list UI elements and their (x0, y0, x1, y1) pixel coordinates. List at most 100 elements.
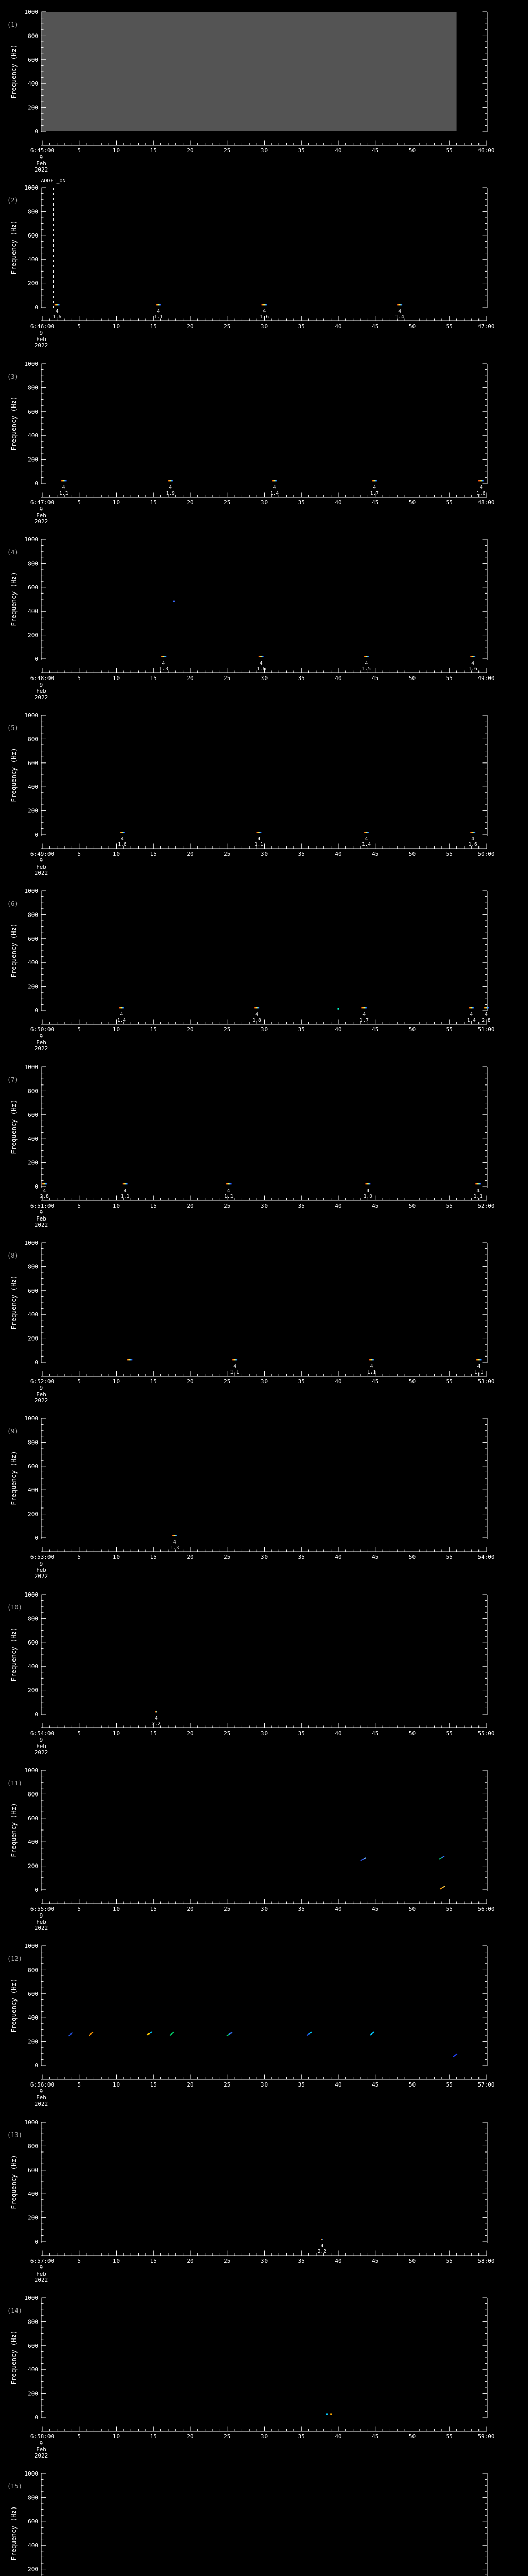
x-tick-label: 55 (446, 675, 453, 682)
x-tick-label: 55 (446, 2081, 453, 2088)
x-tick-label: 5 (77, 2258, 81, 2264)
detection-id-label: 4 (480, 485, 483, 490)
detection-mark (475, 1183, 481, 1185)
panel-number: (2) (7, 197, 19, 204)
chirp-mark (306, 2033, 310, 2036)
detection-id-label: 4 (233, 1364, 236, 1369)
y-tick-label: 200 (28, 1687, 38, 1693)
panel-svg: 0 200 400 600 800 1000 Frequency (Hz) (11) 5 10 15… (7, 1767, 495, 1931)
start-time-label: 6:50:00 (30, 1026, 54, 1033)
x-tick-label: 10 (113, 1730, 120, 1737)
start-time-label: 6:53:00 (30, 1554, 54, 1561)
spectrogram-panel-12: 0 200 400 600 800 1000 Frequency (Hz) (12) 5 10 15… (0, 1934, 528, 2110)
x-tick-label: 5 (77, 675, 81, 682)
date-label: Feb (36, 1743, 46, 1750)
x-tick-label: 10 (113, 1378, 120, 1385)
start-time-label: 6:47:00 (30, 499, 54, 506)
y-axis-title: Frequency (Hz) (10, 2330, 18, 2384)
y-axis-title: Frequency (Hz) (10, 1451, 18, 1505)
y-tick-label: 800 (28, 736, 38, 743)
x-tick-label: 35 (298, 1730, 305, 1737)
y-tick-label: 600 (28, 1815, 38, 1822)
panel-number: (11) (7, 1780, 22, 1787)
y-tick-label: 1000 (25, 1064, 38, 1071)
detection-id-label: 4 (398, 309, 401, 314)
detection-mark (127, 1359, 133, 1361)
end-time-label: 50:00 (477, 851, 494, 857)
x-tick-label: 40 (335, 1730, 341, 1737)
end-time-label: 48:00 (477, 499, 494, 506)
start-time-label: 6:49:00 (30, 851, 54, 857)
x-tick-label: 25 (224, 1026, 230, 1033)
detection-snr-label: 1.6 (260, 314, 269, 320)
x-tick-label: 55 (446, 1378, 453, 1385)
y-tick-label: 600 (28, 1463, 38, 1470)
detection-snr-label: 1.6 (257, 666, 266, 672)
start-time-label: 6:56:00 (30, 2081, 54, 2088)
y-tick-label: 0 (35, 1359, 38, 1366)
y-tick-label: 1000 (25, 1240, 38, 1246)
x-tick-label: 55 (446, 147, 453, 154)
y-tick-label: 800 (28, 384, 38, 391)
x-tick-label: 45 (372, 1378, 378, 1385)
x-tick-label: 10 (113, 1202, 120, 1209)
y-tick-label: 600 (28, 232, 38, 239)
detection-mark (161, 655, 167, 657)
spectrogram-panel-13: 0 200 400 600 800 1000 Frequency (Hz) (13) 5 10 15… (0, 2110, 528, 2286)
chirp-mark (169, 2031, 174, 2036)
detection-snr-label: 2.8 (482, 1018, 490, 1023)
y-tick-label: 600 (28, 1639, 38, 1646)
date-label: 9 (40, 1033, 43, 1040)
x-tick-label: 35 (298, 2258, 305, 2264)
x-tick-label: 40 (335, 499, 341, 506)
detection-mark (155, 1710, 157, 1713)
date-label: 9 (40, 1912, 43, 1919)
x-tick-label: 45 (372, 851, 378, 857)
x-tick-label: 45 (372, 147, 378, 154)
detection-id-label: 4 (273, 485, 276, 490)
y-tick-label: 800 (28, 32, 38, 39)
x-tick-label: 15 (150, 1378, 157, 1385)
x-tick-label: 40 (335, 1378, 341, 1385)
detection-id-label: 4 (258, 836, 261, 842)
x-tick-label: 35 (298, 2081, 305, 2088)
y-tick-label: 200 (28, 105, 38, 111)
x-tick-label: 5 (77, 1906, 81, 1912)
detection-snr-label: 1.9 (166, 490, 175, 496)
detection-id-label: 4 (260, 660, 263, 666)
panel-svg: 0 200 400 600 800 1000 Frequency (Hz) (6) 5 10 15 2… (7, 888, 495, 1052)
panel-svg: 0 200 400 600 800 1000 Frequency (Hz) (10) 5 10 15… (7, 1591, 495, 1756)
end-time-label: 46:00 (477, 147, 494, 154)
detection-mark (321, 2238, 323, 2240)
panel-number: (12) (7, 1955, 22, 1962)
detection-snr-label: 1.8 (253, 1018, 261, 1023)
chirp-mark (363, 1857, 367, 1860)
y-tick-label: 400 (28, 2191, 38, 2197)
x-tick-label: 10 (113, 1906, 120, 1912)
x-tick-label: 45 (372, 2258, 378, 2264)
detection-mark (122, 1183, 128, 1185)
detection-snr-label: 1.4 (117, 1018, 126, 1023)
detection-snr-label: 1.4 (395, 314, 404, 320)
y-tick-label: 1000 (25, 2470, 38, 2477)
y-tick-label: 0 (35, 656, 38, 663)
x-tick-label: 10 (113, 851, 120, 857)
x-tick-label: 10 (113, 147, 120, 154)
y-tick-label: 200 (28, 280, 38, 287)
y-tick-label: 400 (28, 784, 38, 790)
date-label: Feb (36, 1567, 46, 1573)
start-time-label: 6:58:00 (30, 2433, 54, 2440)
x-tick-label: 25 (224, 1378, 230, 1385)
x-tick-label: 50 (409, 147, 416, 154)
y-axis-title: Frequency (Hz) (10, 396, 18, 450)
x-tick-label: 50 (409, 675, 416, 682)
y-tick-label: 200 (28, 1511, 38, 1518)
chirp-mark (68, 2032, 73, 2037)
detection-snr-label: 1.5 (362, 666, 371, 672)
detection-id-label: 4 (370, 1364, 373, 1369)
x-tick-label: 25 (224, 499, 230, 506)
panel-svg: 0 200 400 600 800 1000 Frequency (Hz) (3) 5 10 15 2… (7, 361, 495, 525)
start-time-label: 6:57:00 (30, 2258, 54, 2264)
x-tick-label: 25 (224, 675, 230, 682)
detection-snr-label: 1.7 (370, 490, 379, 496)
